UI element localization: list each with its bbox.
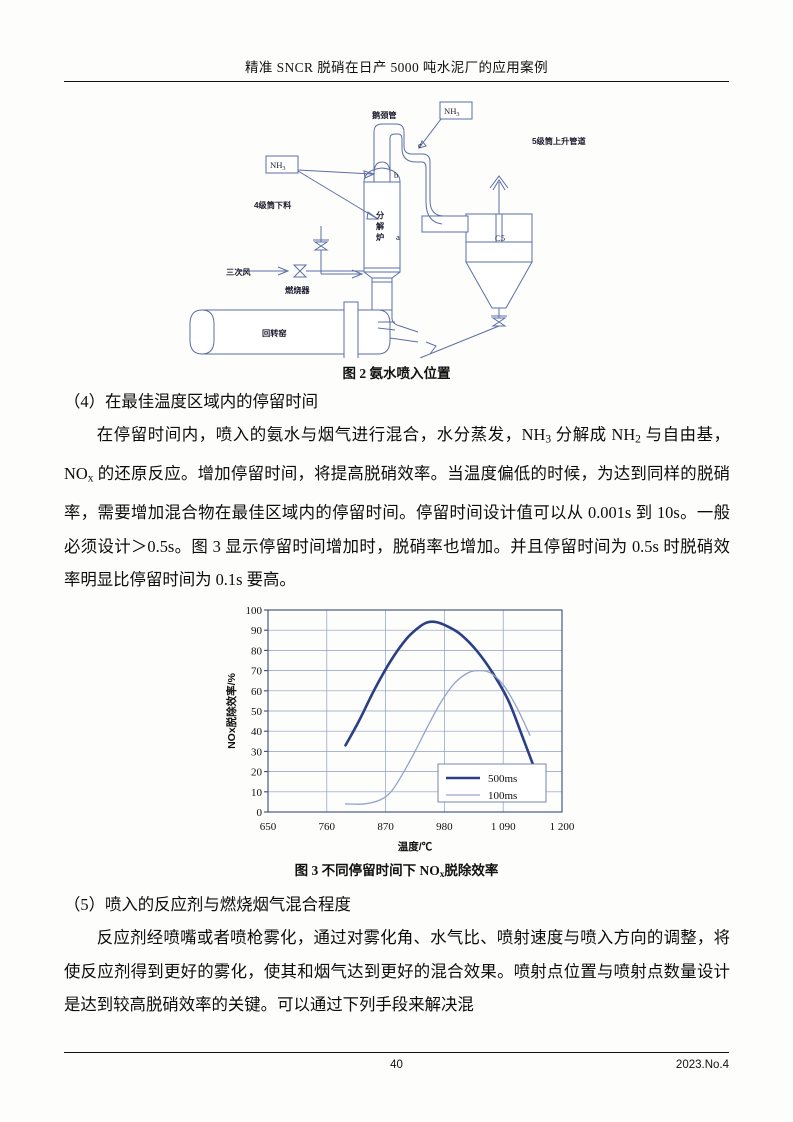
footer-page-number: 40 xyxy=(390,1059,403,1071)
footer-rule xyxy=(64,1052,729,1053)
figure2-label-calciner-2: 解 xyxy=(376,221,385,231)
chart-xtick: 1 090 xyxy=(491,821,516,833)
running-head: 精准 SNCR 脱硝在日产 5000 吨水泥厂的应用案例 xyxy=(245,60,548,75)
chart-line-100ms xyxy=(344,669,531,805)
chart-ytick: 70 xyxy=(251,666,263,678)
chart-line-500ms xyxy=(344,620,534,765)
figure-2-diagram: NH3 NH3 鹅颈管 5级筒上升管道 C5 4级筒下料 三次风 燃烧器 回转窑… xyxy=(150,96,650,358)
chart-ytick: 90 xyxy=(251,625,263,637)
figure2-label-nh3-top: NH3 xyxy=(444,106,460,118)
figure-3-caption: 图 3 不同停留时间下 NOx脱除效率 xyxy=(64,859,729,880)
chart-ytick: 0 xyxy=(257,807,263,819)
chart-ytick: 50 xyxy=(251,706,263,718)
chart-ytick: 100 xyxy=(246,605,263,617)
chart-yaxis-label: NOx脱除效率/% xyxy=(225,672,238,749)
chart-xtick: 870 xyxy=(377,821,394,833)
figure2-label-riser-duct: 5级筒上升管道 xyxy=(532,136,586,146)
chart-ytick: 80 xyxy=(251,645,263,657)
chart-ytick: 40 xyxy=(251,726,263,738)
chart-tick-labels: 0 10 20 30 40 50 60 70 80 90 100 650 760 870 980 1 090 1… xyxy=(246,605,575,833)
chart-legend-label: 500ms xyxy=(488,773,517,785)
figure-3-chart: 0 10 20 30 40 50 60 70 80 90 100 650 760 870 980 1 090 1… xyxy=(222,598,574,854)
figure2-label-calciner-3: 炉 xyxy=(376,232,384,242)
chart-xtick: 650 xyxy=(260,821,277,833)
chart-xtick: 980 xyxy=(436,821,453,833)
chart-xtick: 760 xyxy=(319,821,336,833)
heading-item-5: （5）喷入的反应剂与燃烧烟气混合程度 xyxy=(64,895,351,914)
chart-ytick: 10 xyxy=(251,787,263,799)
figure2-point-c: c xyxy=(418,140,422,150)
figure2-label-rotary-kiln: 回转窑 xyxy=(262,328,287,338)
paragraph-5: 反应剂经喷嘴或者喷枪雾化，通过对雾化角、水气比、喷射速度与喷入方向的调整，将使反… xyxy=(64,928,730,1014)
chart-axis-labels: 温度/℃ NOx脱除效率/% xyxy=(225,672,433,853)
chart-ytick: 20 xyxy=(251,767,263,779)
figure2-label-feed-4stage: 4级筒下料 xyxy=(254,200,292,210)
figure2-label-calciner-1: 分 xyxy=(376,210,385,220)
chart-ytick: 30 xyxy=(251,746,263,758)
chart-ytick: 60 xyxy=(251,686,263,698)
figure2-label-gooseneck: 鹅颈管 xyxy=(372,110,397,120)
chart-xtick: 1 200 xyxy=(550,821,574,833)
figure2-label-burner: 燃烧器 xyxy=(285,285,310,295)
footer-issue: 2023.No.4 xyxy=(675,1059,729,1071)
paragraph-4: 在停留时间内，喷入的氨水与烟气进行混合，水分蒸发，NH3 分解成 NH2 与自由… xyxy=(64,418,730,597)
chart-series-group xyxy=(344,620,534,805)
figure2-label-nh3-left: NH3 xyxy=(270,160,286,172)
chart-xaxis-label: 温度/℃ xyxy=(398,840,433,853)
figure2-label-cyclone: C5 xyxy=(495,233,505,243)
figure-2-caption: 图 2 氨水喷入位置 xyxy=(342,366,451,381)
running-head-rule xyxy=(64,81,729,82)
heading-item-4: （4）在最佳温度区域内的停留时间 xyxy=(64,392,319,411)
chart-legend: 500ms 100ms xyxy=(437,763,547,803)
figure-3-caption-text: 图 3 不同停留时间下 NOx脱除效率 xyxy=(294,863,499,881)
figure2-point-a: a xyxy=(396,232,400,242)
figure2-point-b: b xyxy=(394,170,398,180)
figure2-label-tertiary-air: 三次风 xyxy=(226,267,251,277)
paragraph-4-text: 在停留时间内，喷入的氨水与烟气进行混合，水分蒸发，NH3 分解成 NH2 与自由… xyxy=(64,425,730,590)
chart-legend-label: 100ms xyxy=(488,790,517,802)
